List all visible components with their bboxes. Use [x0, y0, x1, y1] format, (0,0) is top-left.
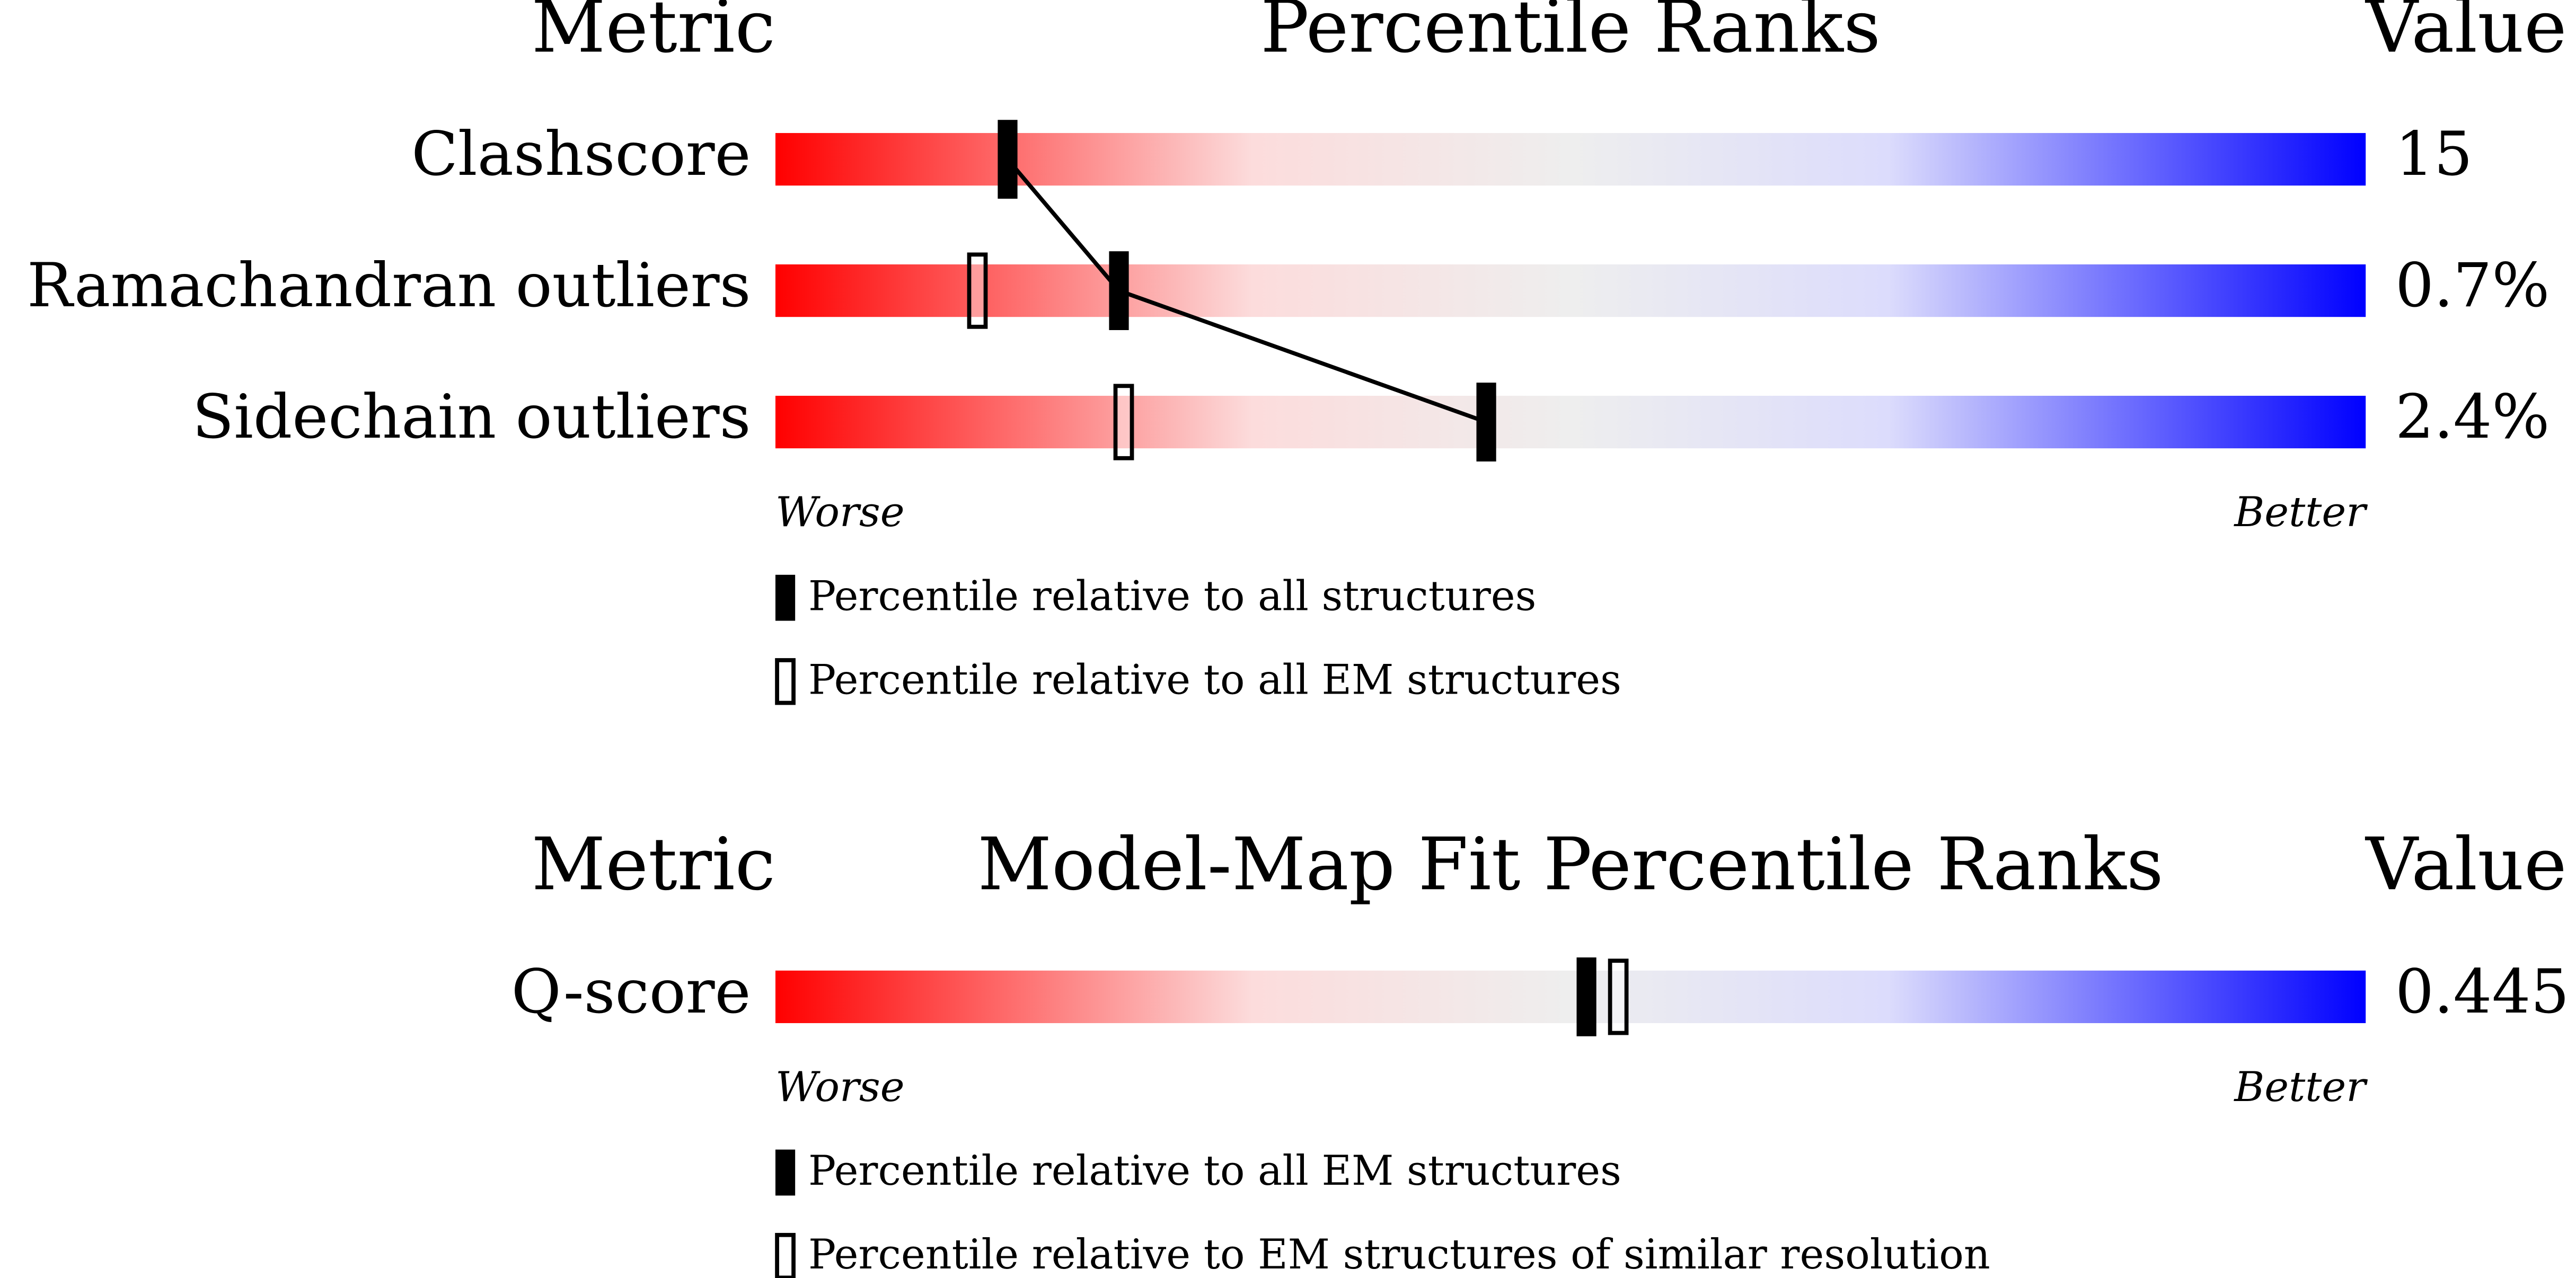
open-marker — [967, 252, 988, 329]
percentile-bar — [775, 264, 2366, 317]
panel-title: Model-Map Fit Percentile Ranks — [977, 822, 2163, 907]
legend-open-icon — [775, 1232, 796, 1278]
metric-label: Clashscore — [411, 119, 751, 190]
legend-filled-icon — [775, 1149, 796, 1196]
better-label: Better — [2233, 1063, 2368, 1111]
filled-marker — [1576, 957, 1596, 1036]
legend-filled-text: Percentile relative to all structures — [808, 572, 1536, 620]
legend-open-text: Percentile relative to EM structures of … — [808, 1231, 1990, 1278]
metric-header: Metric — [532, 822, 775, 907]
metric-value: 2.4% — [2395, 382, 2549, 452]
metric-label: Sidechain outliers — [192, 382, 751, 452]
worse-label: Worse — [775, 1063, 905, 1111]
metric-header: Metric — [532, 0, 775, 69]
legend-open-icon — [775, 658, 796, 705]
legend-filled-icon — [775, 574, 796, 621]
value-header: Value — [2365, 822, 2566, 907]
panel-title: Percentile Ranks — [1260, 0, 1881, 69]
open-marker — [1113, 384, 1134, 460]
worse-label: Worse — [775, 489, 905, 536]
value-header: Value — [2365, 0, 2566, 69]
filled-marker — [1109, 251, 1129, 330]
legend-filled-text: Percentile relative to all EM structures — [808, 1147, 1621, 1195]
percentile-bar — [775, 970, 2366, 1023]
percentile-bar — [775, 133, 2366, 186]
better-label: Better — [2233, 489, 2368, 536]
percentile-bar — [775, 395, 2366, 449]
metric-value: 15 — [2395, 119, 2473, 190]
metric-label: Q-score — [511, 957, 751, 1027]
filled-marker — [998, 120, 1018, 199]
metric-value: 0.445 — [2395, 957, 2569, 1027]
legend-open-text: Percentile relative to all EM structures — [808, 656, 1621, 704]
metric-value: 0.7% — [2395, 251, 2549, 321]
metric-label: Ramachandran outliers — [27, 251, 751, 321]
filled-marker — [1476, 383, 1496, 462]
open-marker — [1608, 958, 1629, 1035]
